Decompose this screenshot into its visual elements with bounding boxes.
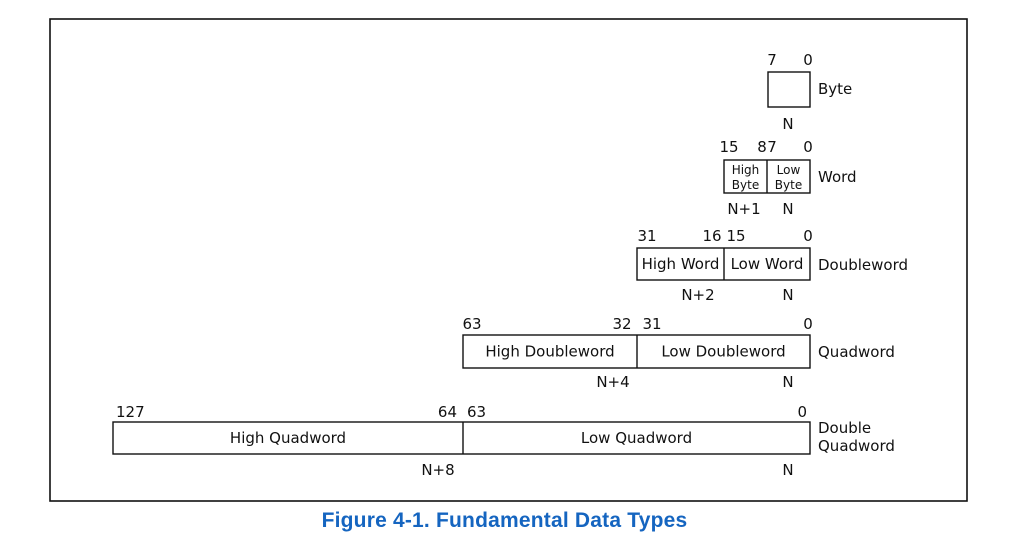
byte-box [767, 71, 811, 108]
double-quadword-type-label: Quadword [818, 437, 895, 455]
quadword-cell-high-label: High Doubleword [485, 343, 614, 361]
word-cell-high-label: Byte [732, 178, 759, 192]
figure-frame [49, 18, 968, 502]
word-bit-15-label: 15 [719, 138, 738, 156]
doubleword-type-label: Doubleword [818, 256, 908, 274]
double-quadword-type-label: Double [818, 419, 871, 437]
double-quadword-address-label: N [782, 461, 793, 479]
quadword-address-label: N+4 [596, 373, 629, 391]
word-bit-8-label: 8 [757, 138, 767, 156]
quadword-address-label: N [782, 373, 793, 391]
doubleword-bit-16-label: 16 [702, 227, 721, 245]
double-quadword-bit-63-label: 63 [467, 403, 486, 421]
double-quadword-cell-high-label: High Quadword [230, 429, 346, 447]
doubleword-bit-0-label: 0 [803, 227, 813, 245]
quadword-type-label: Quadword [818, 343, 895, 361]
double-quadword-bit-64-label: 64 [438, 403, 457, 421]
word-cell-low-label: Low [777, 163, 801, 177]
doubleword-cell-high-label: High Word [642, 255, 720, 273]
quadword-bit-63-label: 63 [462, 315, 481, 333]
double-quadword-address-label: N+8 [421, 461, 454, 479]
word-cell-high-label: High [732, 163, 760, 177]
byte-bit-7-label: 7 [767, 51, 777, 69]
word-cell-low-label: Byte [775, 178, 802, 192]
figure-caption: Figure 4-1. Fundamental Data Types [321, 509, 688, 532]
word-bit-0-label: 0 [803, 138, 813, 156]
byte-address-label: N [782, 115, 793, 133]
quadword-bit-0-label: 0 [803, 315, 813, 333]
doubleword-bit-31-label: 31 [637, 227, 656, 245]
word-address-label: N+1 [727, 200, 760, 218]
double-quadword-bit-127-label: 127 [116, 403, 145, 421]
double-quadword-box [112, 421, 811, 455]
byte-bit-0-label: 0 [803, 51, 813, 69]
word-address-label: N [782, 200, 793, 218]
double-quadword-cell-low-label: Low Quadword [581, 429, 692, 447]
quadword-bit-32-label: 32 [612, 315, 631, 333]
double-quadword-bit-0-label: 0 [797, 403, 807, 421]
doubleword-cell-low-label: Low Word [731, 255, 804, 273]
quadword-bit-31-label: 31 [642, 315, 661, 333]
word-bit-7-label: 7 [767, 138, 777, 156]
word-type-label: Word [818, 168, 857, 186]
doubleword-bit-15-label: 15 [726, 227, 745, 245]
doubleword-address-label: N+2 [681, 286, 714, 304]
byte-type-label: Byte [818, 80, 852, 98]
doubleword-address-label: N [782, 286, 793, 304]
quadword-cell-low-label: Low Doubleword [661, 343, 785, 361]
